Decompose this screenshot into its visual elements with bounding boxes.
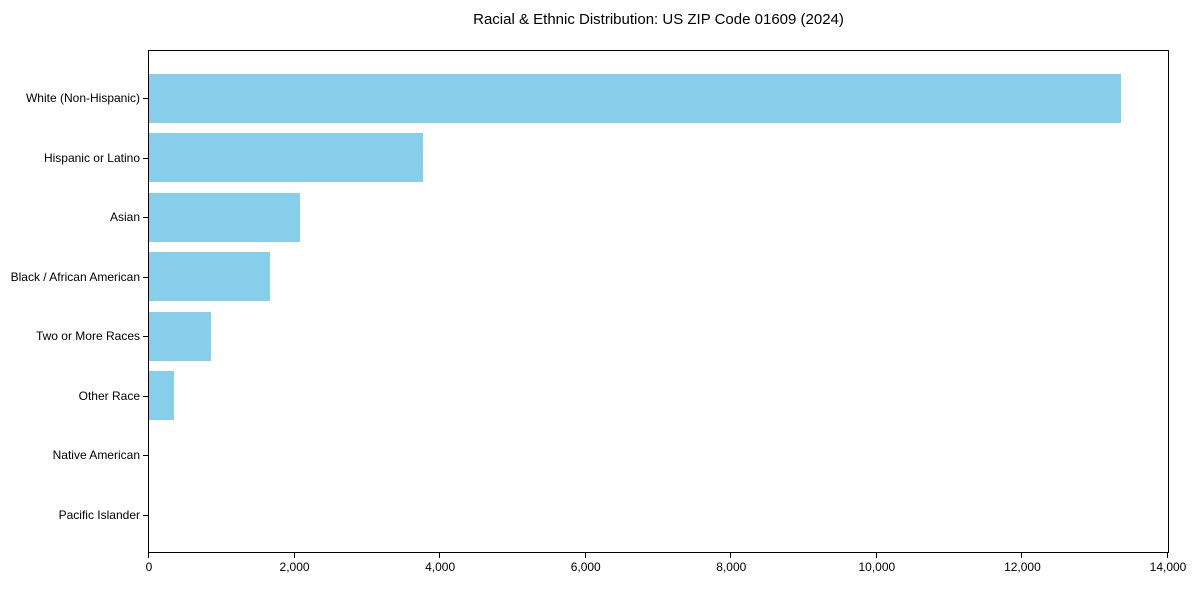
y-tick-mark xyxy=(143,336,148,338)
y-tick-mark xyxy=(143,455,148,457)
x-tick-mark xyxy=(730,553,732,558)
y-tick-mark xyxy=(143,157,148,159)
x-tick-mark xyxy=(875,553,877,558)
y-tick-label: Pacific Islander xyxy=(58,507,140,522)
bar xyxy=(149,371,174,421)
x-tick-mark xyxy=(439,553,441,558)
y-tick-label: Two or More Races xyxy=(35,329,140,344)
y-tick-label: Black / African American xyxy=(10,269,140,284)
plot-area: White (Non-Hispanic) Hispanic or Latino As… xyxy=(11,50,1186,574)
x-tick-label: 12,000 xyxy=(1004,560,1041,574)
y-tick-label: Other Race xyxy=(78,388,140,403)
x-tick-label: 0 xyxy=(145,560,153,574)
x-tick-label: 14,000 xyxy=(1149,560,1187,574)
y-tick-label: Native American xyxy=(52,448,140,463)
y-tick-mark xyxy=(143,514,148,516)
y-tick-mark xyxy=(143,98,148,99)
bar xyxy=(149,73,1121,123)
y-tick-mark xyxy=(143,276,148,278)
x-tick-mark xyxy=(1021,553,1023,558)
bar xyxy=(149,192,301,242)
x-tick-label: 4,000 xyxy=(425,560,456,574)
x-tick-mark xyxy=(1167,553,1168,558)
chart-title: Racial & Ethnic Distribution: US ZIP Cod… xyxy=(473,11,844,28)
x-tick-label: 6,000 xyxy=(570,560,601,574)
x-tick-label: 2,000 xyxy=(279,560,310,574)
x-tick-mark xyxy=(584,553,586,558)
bar xyxy=(149,252,270,302)
x-tick-mark xyxy=(293,553,295,558)
y-tick-mark xyxy=(143,217,148,219)
y-tick-label: Hispanic or Latino xyxy=(43,150,140,165)
y-tick-label: White (Non-Hispanic) xyxy=(25,91,140,105)
bar xyxy=(149,133,423,183)
bar xyxy=(149,311,211,361)
x-tick-label: 10,000 xyxy=(858,560,896,574)
y-tick-label: Asian xyxy=(109,210,140,225)
x-tick-label: 8,000 xyxy=(716,560,747,574)
x-tick-mark xyxy=(148,553,149,558)
y-tick-mark xyxy=(143,395,148,397)
